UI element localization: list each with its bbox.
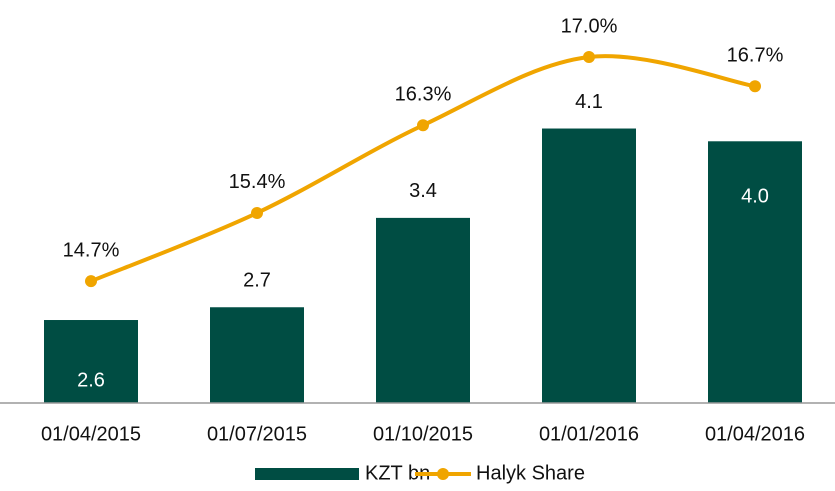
bar-value-label: 3.4 (409, 180, 437, 202)
bar-value-label: 4.0 (741, 186, 769, 208)
line-value-label: 16.3% (395, 84, 452, 106)
bar (44, 320, 138, 403)
legend-swatch (255, 468, 359, 480)
legend-label: KZT bn (365, 462, 430, 484)
x-tick-label: 01/07/2015 (207, 423, 307, 445)
line-point (251, 206, 263, 219)
bar-value-label: 4.1 (575, 91, 603, 113)
bar (376, 217, 470, 403)
line-point (749, 80, 761, 93)
line-value-label: 15.4% (229, 171, 286, 193)
legend-label: Halyk Share (476, 462, 585, 484)
bar (708, 141, 802, 404)
line-point (85, 275, 97, 288)
line-value-label: 16.7% (727, 45, 784, 67)
x-tick-label: 01/10/2015 (373, 423, 473, 445)
x-tick-label: 01/01/2016 (539, 423, 639, 445)
x-tick-label: 01/04/2016 (705, 423, 805, 445)
bar (210, 307, 304, 403)
bar-value-label: 2.6 (77, 369, 105, 391)
line-point (417, 119, 429, 132)
line-value-label: 14.7% (63, 239, 120, 261)
x-tick-label: 01/04/2015 (41, 423, 141, 445)
line-value-label: 17.0% (561, 15, 618, 37)
bar (542, 128, 636, 403)
line-point (583, 51, 595, 64)
legend-swatch (437, 468, 449, 480)
bar-value-label: 2.7 (243, 270, 271, 292)
